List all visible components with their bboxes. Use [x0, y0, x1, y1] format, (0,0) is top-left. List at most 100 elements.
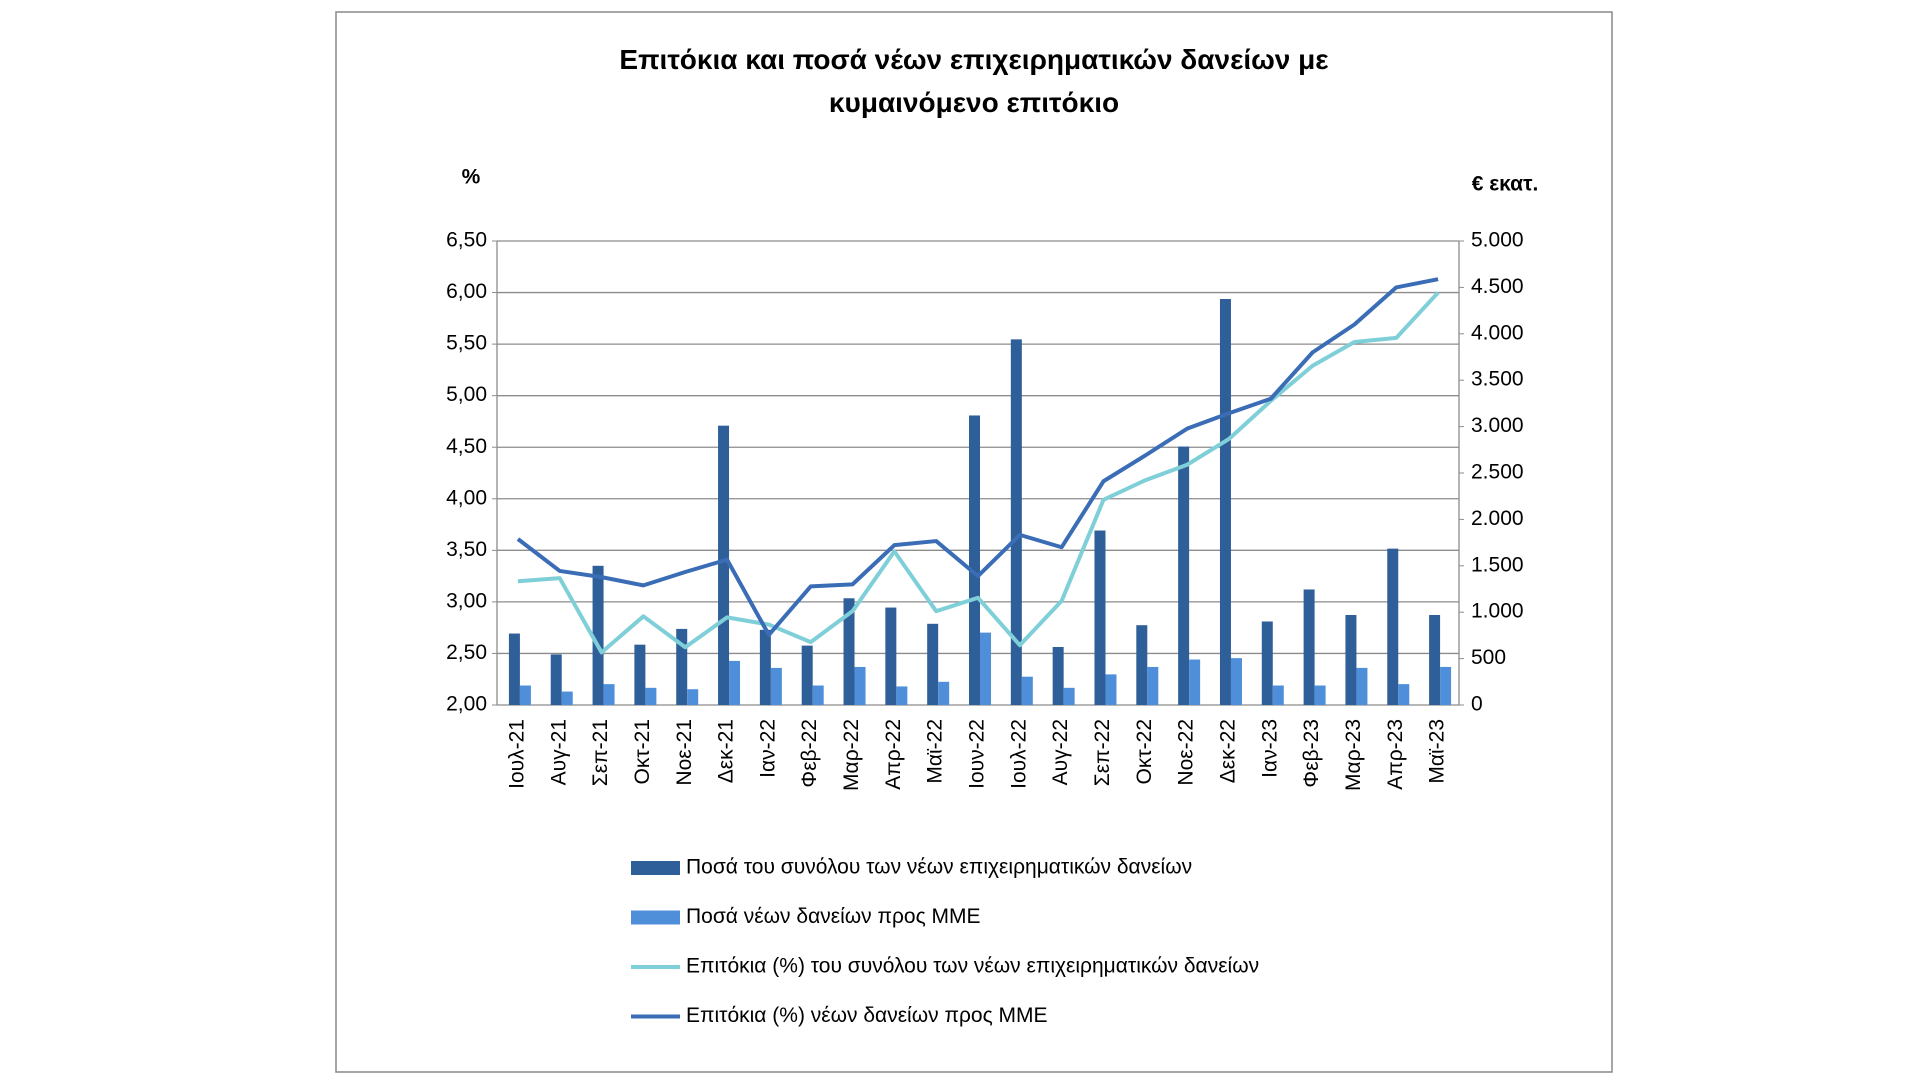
bar	[687, 689, 699, 705]
y2-tick-label: 2.500	[1471, 461, 1524, 484]
line	[516, 277, 1439, 637]
legend-label: Επιτόκια (%) νέων δανείων προς ΜΜΕ	[686, 1004, 1048, 1027]
x-tick-label: Μαρ-22	[840, 719, 863, 791]
legend-swatch	[631, 861, 680, 875]
bar	[1429, 614, 1441, 705]
y2-tick-label: 1.000	[1471, 600, 1524, 623]
bar	[1063, 687, 1075, 705]
bar	[603, 684, 615, 705]
legend-swatch	[631, 910, 680, 925]
bar	[759, 629, 771, 705]
x-tick-label: Αυγ-22	[1049, 719, 1072, 785]
bar	[634, 644, 646, 705]
x-tick-label: Ιαν-22	[756, 719, 779, 778]
bar	[1010, 339, 1022, 705]
y-tick-label: 5,00	[446, 383, 487, 406]
x-tick-label: Νοε-21	[673, 719, 696, 786]
bar	[980, 632, 991, 705]
bar	[550, 654, 562, 705]
y-tick-label: 4,50	[446, 435, 487, 458]
y-tick-label: 3,50	[446, 538, 487, 561]
y-tick-label: 2,00	[446, 693, 487, 716]
bar	[1219, 299, 1231, 705]
y2-tick-label: 500	[1471, 646, 1506, 669]
y-axis-label: %	[462, 166, 481, 189]
x-tick-label: Ιουν-22	[966, 719, 989, 789]
bar	[718, 425, 730, 705]
x-tick-label: Δεκ-21	[715, 719, 738, 783]
x-tick-label: Δεκ-22	[1217, 719, 1240, 783]
bar	[1136, 625, 1148, 705]
y-tick-label: 2,50	[446, 641, 487, 664]
bar	[801, 645, 813, 705]
x-tick-label: Απρ-22	[882, 719, 905, 790]
x-tick-label: Ιαν-23	[1258, 719, 1281, 778]
legend-label: Ποσά νέων δανείων προς ΜΜΕ	[686, 905, 981, 928]
bar	[729, 660, 741, 705]
bar	[1189, 659, 1201, 705]
line	[517, 291, 1440, 655]
bar	[1398, 684, 1410, 705]
bar	[927, 623, 939, 705]
y-tick-label: 5,50	[446, 332, 487, 355]
bar	[1105, 674, 1117, 705]
bar	[885, 607, 897, 705]
bar	[812, 685, 824, 705]
bar	[1303, 589, 1315, 705]
bar	[1387, 548, 1399, 705]
x-tick-label: Φεβ-23	[1300, 719, 1323, 788]
chart-title: Επιτόκια και ποσά νέων επιχειρηματικών δ…	[619, 44, 1329, 118]
x-tick-label: Μαϊ-22	[924, 719, 947, 784]
y-tick-label: 6,50	[446, 229, 487, 252]
bar	[1440, 666, 1452, 705]
bar	[1021, 676, 1033, 705]
legend-label: Ποσά του συνόλου των νέων επιχειρηματικώ…	[686, 856, 1192, 879]
x-tick-label: Μαρ-23	[1342, 719, 1365, 791]
y2-tick-label: 0	[1471, 693, 1483, 716]
bar	[1314, 685, 1326, 705]
x-tick-label: Ιουλ-22	[1007, 719, 1030, 789]
x-tick-label: Απρ-23	[1384, 719, 1407, 790]
bar	[1345, 614, 1357, 705]
bar	[938, 681, 950, 705]
x-tick-label: Νοε-22	[1175, 719, 1198, 786]
x-tick-label: Σεπ-21	[589, 719, 612, 786]
bar	[508, 633, 520, 705]
bar	[1052, 647, 1064, 705]
frame	[335, 11, 1613, 1073]
x-tick-label: Σεπ-22	[1091, 719, 1114, 786]
bar	[645, 687, 657, 705]
bar	[843, 598, 855, 705]
y-tick-label: 3,00	[446, 589, 487, 612]
bar	[1356, 667, 1368, 705]
y2-tick-label: 1.500	[1471, 553, 1524, 576]
bar	[561, 691, 573, 705]
bar	[1094, 530, 1106, 705]
x-tick-label: Οκτ-22	[1133, 719, 1156, 784]
x-tick-label: Φεβ-22	[798, 719, 821, 788]
bar	[1272, 685, 1284, 705]
bar	[676, 628, 688, 705]
legend-label: Επιτόκια (%) του συνόλου των νέων επιχει…	[686, 955, 1259, 978]
bar	[1147, 666, 1159, 705]
bar	[854, 666, 866, 705]
y2-tick-label: 4.500	[1471, 275, 1524, 298]
y2-tick-label: 4.000	[1471, 321, 1524, 344]
x-tick-label: Αυγ-21	[547, 719, 570, 785]
y-tick-label: 6,00	[446, 280, 487, 303]
bar	[770, 667, 782, 705]
y2-tick-label: 5.000	[1471, 229, 1524, 252]
y2-tick-label: 2.000	[1471, 507, 1524, 530]
bar	[1261, 621, 1273, 705]
y2-tick-label: 3.000	[1471, 414, 1524, 437]
x-tick-label: Ιουλ-21	[505, 719, 528, 789]
y-tick-label: 4,00	[446, 486, 487, 509]
x-tick-label: Μαϊ-23	[1426, 719, 1449, 784]
bar	[1178, 446, 1190, 705]
bar	[1230, 658, 1242, 705]
bar	[592, 565, 604, 705]
y2-tick-label: 3.500	[1471, 368, 1524, 391]
y2-axis-label: € εκατ.	[1472, 173, 1539, 196]
